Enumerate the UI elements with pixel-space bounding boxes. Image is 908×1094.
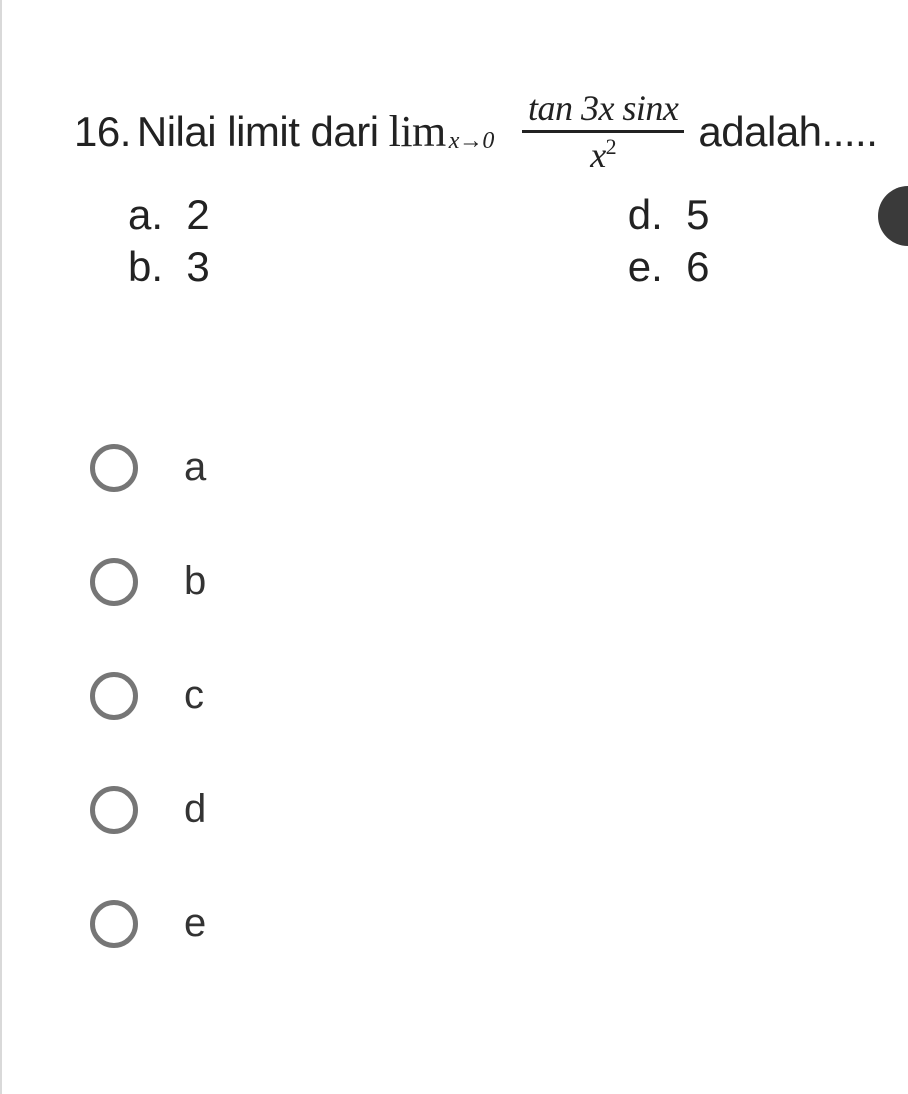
answer-value: 6 — [686, 243, 709, 290]
page-container: 16. Nilai limit dari lim x→0 tan 3x sinx… — [0, 0, 908, 1094]
radio-circle-icon — [90, 444, 138, 492]
radio-circle-icon — [90, 672, 138, 720]
question-line: 16. Nilai limit dari lim x→0 tan 3x sinx… — [74, 90, 908, 175]
inline-answer-a: a. 2 — [128, 189, 210, 242]
answer-value: 5 — [686, 191, 709, 238]
limit-symbol: lim — [389, 106, 446, 159]
question-block: 16. Nilai limit dari lim x→0 tan 3x sinx… — [2, 0, 908, 294]
radio-label: d — [184, 787, 206, 832]
answer-value: 2 — [186, 191, 209, 238]
radio-option-b[interactable]: b — [90, 558, 908, 606]
limit-subscript: x→0 — [449, 127, 494, 156]
radio-circle-icon — [90, 786, 138, 834]
radio-label: e — [184, 901, 206, 946]
question-suffix: adalah..... — [698, 107, 877, 157]
radio-label: c — [184, 673, 204, 718]
radio-circle-icon — [90, 558, 138, 606]
inline-answer-d: d. 5 — [628, 189, 710, 242]
radio-option-c[interactable]: c — [90, 672, 908, 720]
fraction: tan 3x sinx x2 — [522, 90, 684, 175]
answer-label: e. — [628, 243, 663, 290]
question-prefix: Nilai limit dari — [137, 107, 379, 157]
inline-answers: a. 2 b. 3 d. 5 e. 6 — [74, 189, 908, 294]
radio-option-e[interactable]: e — [90, 900, 908, 948]
answer-column-right: d. 5 e. 6 — [628, 189, 710, 294]
answer-label: d. — [628, 191, 663, 238]
radio-option-a[interactable]: a — [90, 444, 908, 492]
radio-option-list: a b c d e — [2, 444, 908, 948]
question-number: 16. — [74, 107, 131, 157]
radio-circle-icon — [90, 900, 138, 948]
radio-label: a — [184, 445, 206, 490]
answer-column-left: a. 2 b. 3 — [128, 189, 210, 294]
answer-value: 3 — [186, 243, 209, 290]
answer-label: b. — [128, 243, 163, 290]
limit-expression: lim x→0 — [389, 106, 494, 159]
fraction-denominator: x2 — [590, 133, 616, 175]
answer-label: a. — [128, 191, 163, 238]
fraction-exponent: 2 — [606, 134, 617, 159]
inline-answer-b: b. 3 — [128, 241, 210, 294]
inline-answer-e: e. 6 — [628, 241, 710, 294]
fraction-base: x — [590, 135, 605, 175]
fraction-numerator: tan 3x sinx — [522, 90, 684, 133]
radio-label: b — [184, 559, 206, 604]
radio-option-d[interactable]: d — [90, 786, 908, 834]
